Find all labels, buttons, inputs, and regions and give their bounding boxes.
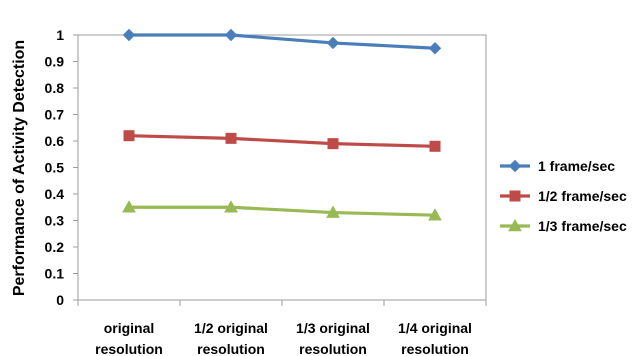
data-point <box>123 130 135 142</box>
legend: 1 frame/sec 1/2 frame/sec 1/3 frame/sec <box>500 158 627 234</box>
x-category-label: resolution <box>401 341 469 356</box>
x-category-label: 1/2 original <box>194 320 268 336</box>
y-tick-label: 0 <box>56 292 64 308</box>
y-tick-label: 0.4 <box>45 186 65 202</box>
y-tick-label: 0.9 <box>45 54 65 70</box>
series-line <box>129 33 436 50</box>
x-category-label: 1/3 original <box>296 320 370 336</box>
y-tick-label: 0.8 <box>45 80 65 96</box>
series-line <box>128 134 436 148</box>
y-tick-label: 1 <box>56 27 64 43</box>
legend-swatch-marker <box>508 159 522 173</box>
y-tick-label: 0.7 <box>45 107 65 123</box>
legend-swatch-marker <box>508 218 522 232</box>
y-tick-label: 0.2 <box>45 239 65 255</box>
x-category-label: resolution <box>299 341 367 356</box>
data-point <box>326 205 340 218</box>
y-tick-label: 0.6 <box>45 133 65 149</box>
data-point <box>327 138 339 150</box>
y-tick-label: 0.5 <box>45 160 65 176</box>
x-category-label: resolution <box>95 341 163 356</box>
data-point <box>428 42 442 55</box>
legend-label: 1/3 frame/sec <box>538 218 627 234</box>
data-point <box>224 28 238 42</box>
data-point <box>429 140 441 152</box>
y-tick-label: 0.3 <box>45 213 65 229</box>
data-point <box>326 36 340 50</box>
series-layer <box>122 28 442 221</box>
data-point <box>224 200 238 213</box>
y-axis-title: Performance of Activity Detection <box>11 40 28 296</box>
x-category-label: original <box>104 320 155 336</box>
legend-label: 1/2 frame/sec <box>538 188 627 204</box>
legend-label: 1 frame/sec <box>538 158 615 174</box>
data-point <box>225 132 237 144</box>
x-category-label: resolution <box>197 341 265 356</box>
data-point <box>122 28 136 42</box>
legend-swatch-marker <box>509 190 521 202</box>
x-axis: original resolution 1/2 original resolution… <box>77 300 487 356</box>
x-category-label: 1/4 original <box>398 320 472 336</box>
data-point <box>428 208 442 221</box>
y-tick-label: 0.1 <box>45 266 65 282</box>
y-axis: 0 0.1 0.2 0.3 0.4 0.5 0.6 0.7 0.8 0.9 1 <box>45 27 78 308</box>
data-point <box>122 200 136 213</box>
series-line <box>129 205 436 217</box>
plot-area <box>77 34 487 301</box>
